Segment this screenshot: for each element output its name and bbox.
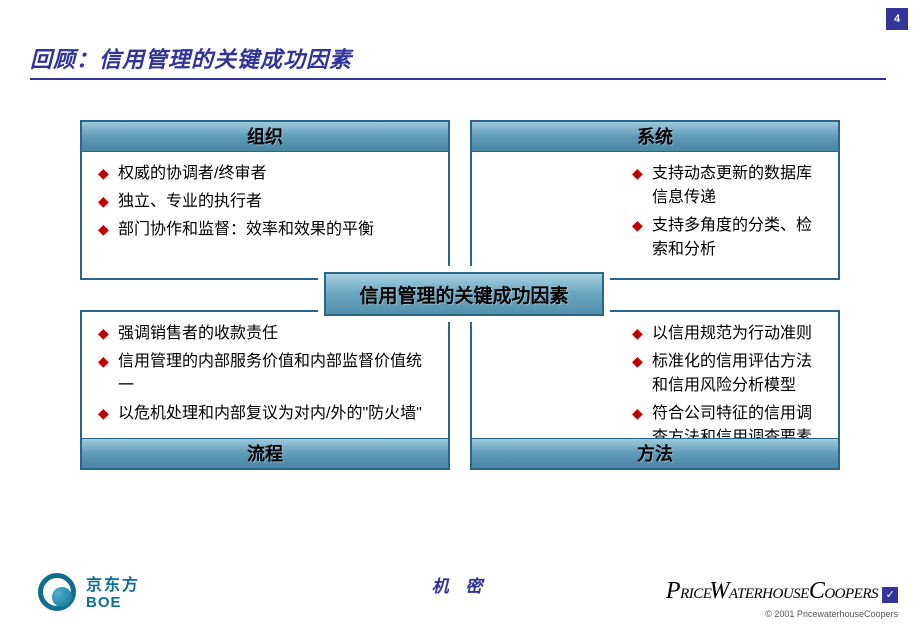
quadrant-top-right: 系统 支持动态更新的数据库信息传递 支持多角度的分类、检索和分析 — [470, 120, 840, 280]
client-logo: 京东方 BOE — [38, 573, 140, 615]
quadrant-diagram: 组织 权威的协调者/终审者 独立、专业的执行者 部门协作和监督：效率和效果的平衡… — [80, 120, 840, 470]
quad-header-method: 方法 — [472, 438, 838, 468]
list-item: 标准化的信用评估方法和信用风险分析模型 — [632, 350, 826, 398]
boe-logo-icon — [38, 573, 80, 615]
quad-body-organization: 权威的协调者/终审者 独立、专业的执行者 部门协作和监督：效率和效果的平衡 — [82, 152, 448, 254]
title-underline — [30, 78, 886, 80]
quad-body-system: 支持动态更新的数据库信息传递 支持多角度的分类、检索和分析 — [472, 152, 838, 274]
quad-header-organization: 组织 — [82, 122, 448, 152]
pwc-badge-icon: ✓ — [882, 587, 898, 603]
confidential-label: 机 密 — [432, 572, 489, 597]
client-name-cn: 京东方 — [86, 577, 140, 595]
list-item: 独立、专业的执行者 — [98, 190, 436, 214]
list-item: 支持动态更新的数据库信息传递 — [632, 162, 826, 210]
quadrant-bottom-right: 以信用规范为行动准则 标准化的信用评估方法和信用风险分析模型 符合公司特征的信用… — [470, 310, 840, 470]
slide-footer: 京东方 BOE 机 密 PRICEWATERHOUSECOOPERS✓ © 20… — [0, 557, 920, 637]
list-item: 权威的协调者/终审者 — [98, 162, 436, 186]
quadrant-bottom-left: 强调销售者的收款责任 信用管理的内部服务价值和内部监督价值统一 以危机处理和内部… — [80, 310, 450, 470]
quad-header-process: 流程 — [82, 438, 448, 468]
list-item: 支持多角度的分类、检索和分析 — [632, 214, 826, 262]
list-item: 强调销售者的收款责任 — [98, 322, 436, 346]
list-item: 以危机处理和内部复议为对内/外的"防火墙" — [98, 402, 436, 426]
slide-title: 回顾：信用管理的关键成功因素 — [30, 42, 352, 74]
client-name-en: BOE — [86, 595, 140, 612]
list-item: 以信用规范为行动准则 — [632, 322, 826, 346]
list-item: 部门协作和监督：效率和效果的平衡 — [98, 218, 436, 242]
page-number-badge: 4 — [886, 8, 908, 30]
quad-header-system: 系统 — [472, 122, 838, 152]
copyright-text: © 2001 PricewaterhouseCoopers — [765, 609, 898, 619]
list-item: 信用管理的内部服务价值和内部监督价值统一 — [98, 350, 436, 398]
firm-logo: PRICEWATERHOUSECOOPERS✓ — [666, 578, 898, 605]
quadrant-top-left: 组织 权威的协调者/终审者 独立、专业的执行者 部门协作和监督：效率和效果的平衡 — [80, 120, 450, 280]
center-topic-box: 信用管理的关键成功因素 — [324, 272, 604, 316]
